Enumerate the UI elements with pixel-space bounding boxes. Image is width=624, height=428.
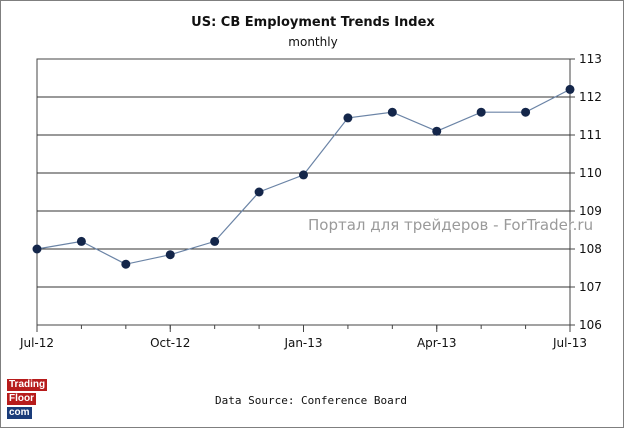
data-point [476, 107, 486, 117]
y-tick-label: 108 [579, 242, 602, 256]
data-point [432, 126, 442, 136]
x-tick-label: Oct-12 [150, 336, 190, 350]
data-points [32, 84, 575, 269]
y-tick-label: 112 [579, 90, 602, 104]
data-point [76, 236, 86, 246]
x-tick-label: Jul-13 [552, 336, 587, 350]
x-tick-label: Apr-13 [417, 336, 457, 350]
watermark-text: Портал для трейдеров - ForTrader.ru [308, 216, 593, 234]
x-tick-label: Jan-13 [283, 336, 322, 350]
y-tick-label: 111 [579, 128, 602, 142]
tradingfloor-logo: Trading Floor com [7, 377, 55, 421]
chart-subtitle: monthly [288, 35, 337, 49]
y-tick-label: 109 [579, 204, 602, 218]
data-point [521, 107, 531, 117]
data-source: Data Source: Conference Board [215, 394, 407, 407]
y-tick-label: 113 [579, 52, 602, 66]
gridlines [37, 96, 570, 288]
plot-area [36, 58, 571, 326]
data-point [210, 236, 220, 246]
logo-line-1: Trading [7, 379, 48, 391]
y-tick-label: 106 [579, 318, 602, 332]
data-point [32, 244, 42, 254]
logo-line-2: Floor [7, 393, 36, 405]
data-point [299, 170, 308, 180]
y-axis: 106 107 108 109 110 111 112 113 [570, 52, 602, 332]
data-point [565, 84, 575, 94]
data-point [121, 259, 131, 269]
logo-line-3: com [7, 407, 32, 419]
data-point [165, 250, 175, 260]
data-point [343, 113, 353, 123]
chart-title: US: CB Employment Trends Index [191, 15, 435, 30]
x-axis: Jul-12 Oct-12 Jan-13 Apr-13 Jul-13 [19, 325, 587, 350]
data-point [254, 187, 264, 197]
x-tick-label: Jul-12 [19, 336, 54, 350]
y-tick-label: 107 [579, 280, 602, 294]
y-tick-label: 110 [579, 166, 602, 180]
data-point [387, 107, 397, 117]
